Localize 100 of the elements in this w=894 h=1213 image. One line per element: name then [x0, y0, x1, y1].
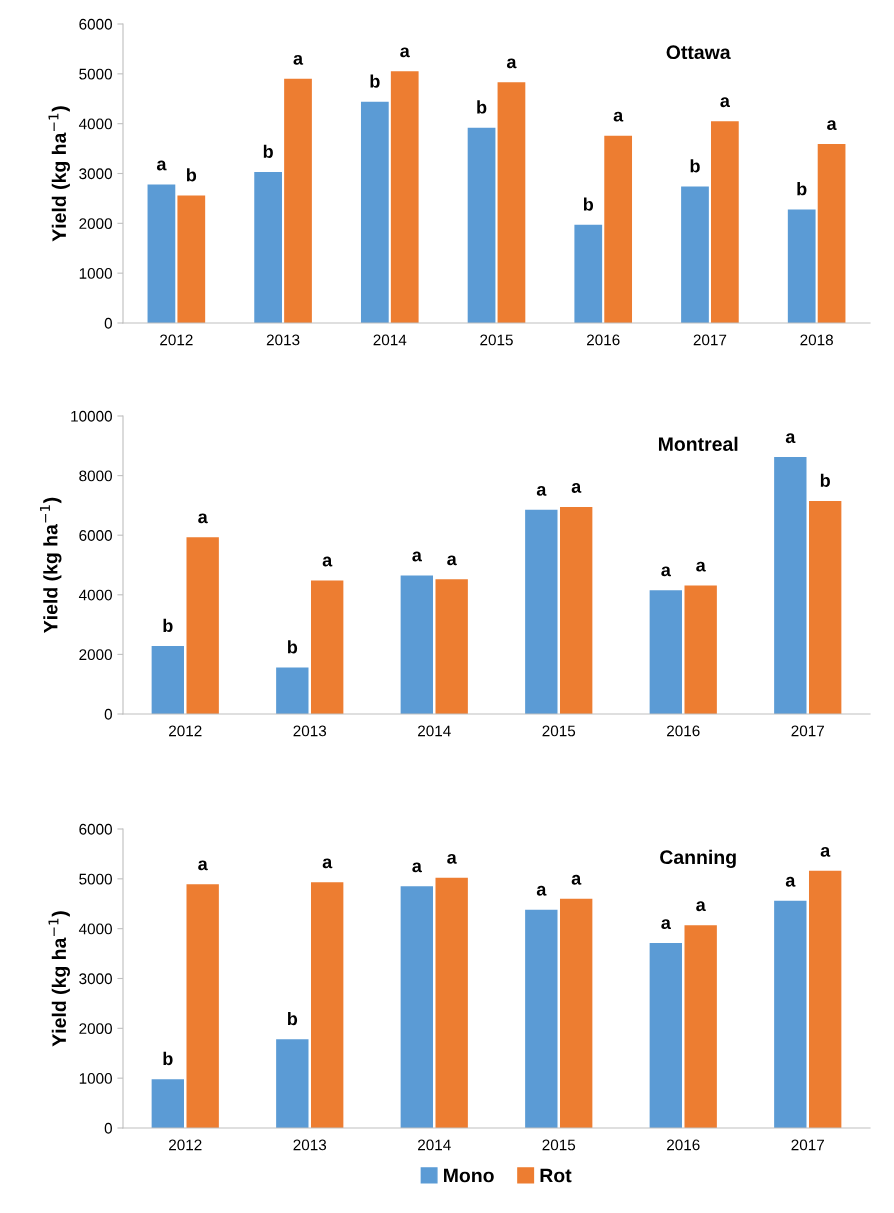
y-tick-label: 8000 — [79, 470, 112, 482]
annotation: a — [400, 47, 410, 58]
annotation: a — [412, 551, 422, 562]
y-tick-label: 0 — [104, 708, 112, 720]
bar — [311, 882, 344, 1128]
annotation: a — [198, 860, 208, 871]
annotation: a — [785, 433, 796, 444]
annotation: a — [198, 513, 208, 524]
y-tick-label: 3000 — [79, 973, 112, 985]
x-tick-label: 2017 — [791, 725, 824, 737]
bar — [151, 1079, 185, 1128]
bar — [276, 667, 309, 714]
legend-label: Rot — [540, 1168, 572, 1183]
x-tick-label: 2016 — [667, 725, 700, 737]
bar — [604, 135, 633, 323]
y-axis-title: Yield (kg ha$^{−1}$) — [48, 911, 70, 1047]
bar — [360, 101, 389, 323]
x-tick-label: 2015 — [480, 334, 513, 346]
bar — [787, 209, 816, 323]
bar — [774, 457, 807, 714]
x-tick-label: 2013 — [293, 1139, 327, 1151]
annotation: b — [820, 473, 830, 487]
bar — [311, 580, 344, 714]
y-tick-label: 4000 — [78, 923, 112, 935]
annotation: b — [583, 197, 594, 211]
y-tick-label: 1000 — [79, 268, 112, 279]
y-tick-label: 0 — [104, 317, 112, 329]
x-tick-label: 2016 — [586, 334, 620, 346]
bar — [809, 870, 842, 1128]
y-tick-label: 2000 — [79, 649, 112, 661]
bar — [560, 898, 593, 1128]
x-tick-label: 2015 — [542, 1139, 576, 1151]
x-tick-label: 2014 — [418, 1139, 451, 1151]
bar — [574, 224, 603, 323]
bar — [435, 579, 468, 714]
bar — [177, 195, 206, 323]
bar — [390, 71, 419, 323]
bar — [147, 184, 176, 323]
y-tick-label: 1000 — [79, 1073, 112, 1084]
bar — [774, 900, 807, 1128]
bar — [525, 509, 558, 714]
bar — [435, 877, 468, 1128]
annotation: a — [536, 885, 547, 896]
bar — [560, 506, 593, 714]
bar — [809, 500, 842, 714]
bar — [649, 943, 683, 1128]
x-tick-label: 2014 — [373, 334, 407, 346]
x-tick-label: 2014 — [418, 725, 451, 737]
bar — [681, 186, 709, 323]
annotation: b — [186, 168, 197, 182]
annotation: a — [696, 901, 706, 912]
annotation: a — [720, 97, 730, 108]
y-tick-label: 5000 — [79, 873, 112, 885]
bar — [684, 585, 717, 714]
y-tick-label: 10000 — [71, 410, 112, 422]
annotation: a — [156, 160, 167, 171]
bar — [151, 646, 185, 714]
bar — [284, 78, 312, 323]
y-tick-label: 2000 — [79, 218, 112, 230]
annotation: a — [536, 485, 547, 496]
y-tick-label: 5000 — [79, 68, 112, 80]
annotation: a — [827, 120, 837, 131]
y-tick-label: 6000 — [79, 530, 112, 541]
x-tick-label: 2017 — [791, 1139, 824, 1151]
annotation: a — [322, 556, 333, 567]
y-tick-label: 6000 — [79, 18, 112, 30]
annotation: a — [447, 853, 457, 864]
annotation: b — [288, 1012, 298, 1026]
text: Ottawa — [666, 45, 731, 60]
x-tick-label: 2012 — [169, 1139, 202, 1151]
legend-label: Mono — [444, 1168, 494, 1183]
annotation: b — [263, 144, 273, 158]
annotation: b — [288, 640, 298, 654]
annotation: a — [661, 566, 671, 577]
annotation: a — [293, 54, 304, 65]
y-tick-label: 4000 — [78, 589, 112, 601]
bar — [497, 82, 526, 323]
y-axis-title: Yield (kg ha$^{−1}$) — [48, 106, 70, 242]
annotation: b — [163, 1051, 173, 1066]
annotation: a — [571, 874, 582, 885]
bar — [276, 1039, 309, 1128]
bar — [525, 909, 558, 1128]
annotation: b — [477, 100, 487, 114]
annotation: b — [690, 159, 700, 173]
annotation: a — [696, 561, 706, 572]
y-tick-label: 6000 — [79, 823, 112, 835]
bar — [186, 884, 219, 1128]
x-tick-label: 2013 — [266, 334, 300, 346]
y-tick-label: 2000 — [79, 1023, 112, 1035]
x-tick-label: 2012 — [160, 334, 193, 346]
x-tick-label: 2013 — [293, 725, 327, 737]
bar — [817, 144, 846, 323]
x-tick-label: 2012 — [169, 725, 202, 737]
y-tick-label: 0 — [104, 1122, 112, 1134]
bar — [400, 886, 434, 1128]
annotation: a — [613, 111, 624, 122]
text: Canning — [660, 849, 736, 869]
annotation: a — [412, 862, 422, 873]
bar — [649, 590, 683, 714]
x-tick-label: 2017 — [693, 334, 727, 346]
